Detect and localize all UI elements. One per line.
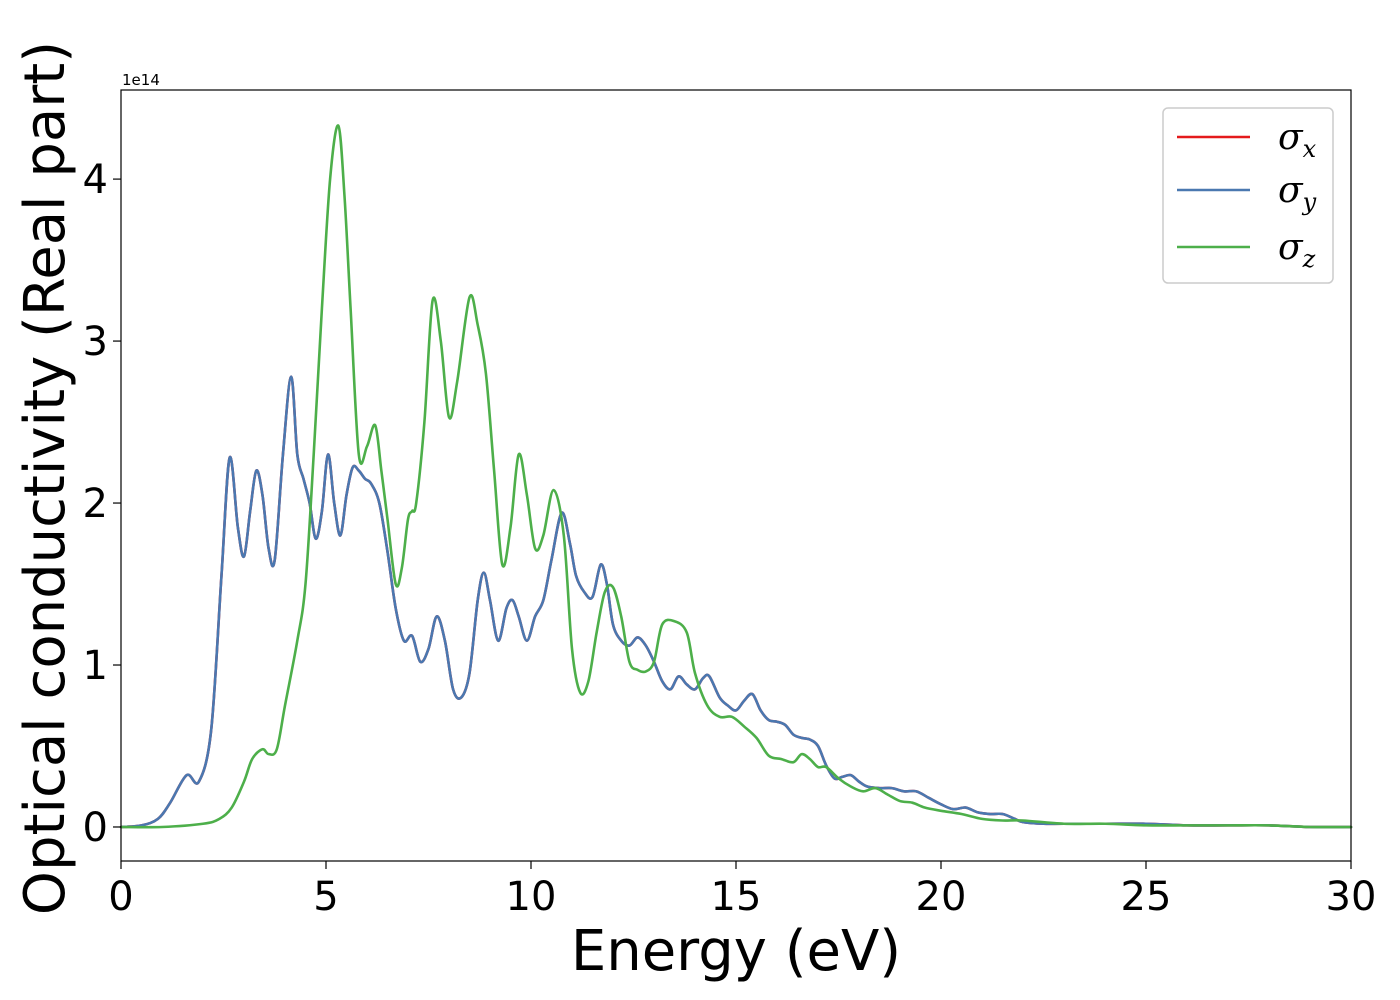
x-tick-label: 15 (711, 874, 762, 920)
y-tick-label: 3 (83, 319, 108, 365)
y-tick-label: 1 (83, 643, 108, 689)
legend-items: σx σy σz (1177, 117, 1317, 273)
legend-label-y: σy (1278, 170, 1317, 216)
legend-frame (1162, 107, 1334, 284)
x-tick-label: 10 (506, 874, 557, 920)
series-line-y (119, 375, 1353, 829)
y-tick-label: 0 (83, 805, 108, 851)
series-line-x (119, 375, 1353, 829)
legend: σx σy σz (1162, 107, 1334, 284)
series-layer (119, 124, 1353, 829)
y-tick-label: 2 (83, 481, 108, 527)
y-axis-label: Optical conductivity (Real part) (13, 41, 78, 915)
legend-label-z: σz (1278, 227, 1316, 273)
legend-label-x: σx (1278, 117, 1317, 163)
x-axis-label: Energy (eV) (571, 919, 901, 984)
x-tick-label: 30 (1326, 874, 1377, 920)
y-offset-label: 1e14 (122, 71, 160, 89)
y-tick-label: 4 (83, 157, 108, 203)
x-tick-label: 25 (1121, 874, 1172, 920)
x-tick-label: 0 (108, 874, 133, 920)
x-tick-label: 20 (916, 874, 967, 920)
x-tick-label: 5 (313, 874, 338, 920)
axes-layer: 0 5 10 15 20 25 30 0 1 2 3 4 (83, 89, 1377, 920)
series-line-z (119, 124, 1353, 829)
